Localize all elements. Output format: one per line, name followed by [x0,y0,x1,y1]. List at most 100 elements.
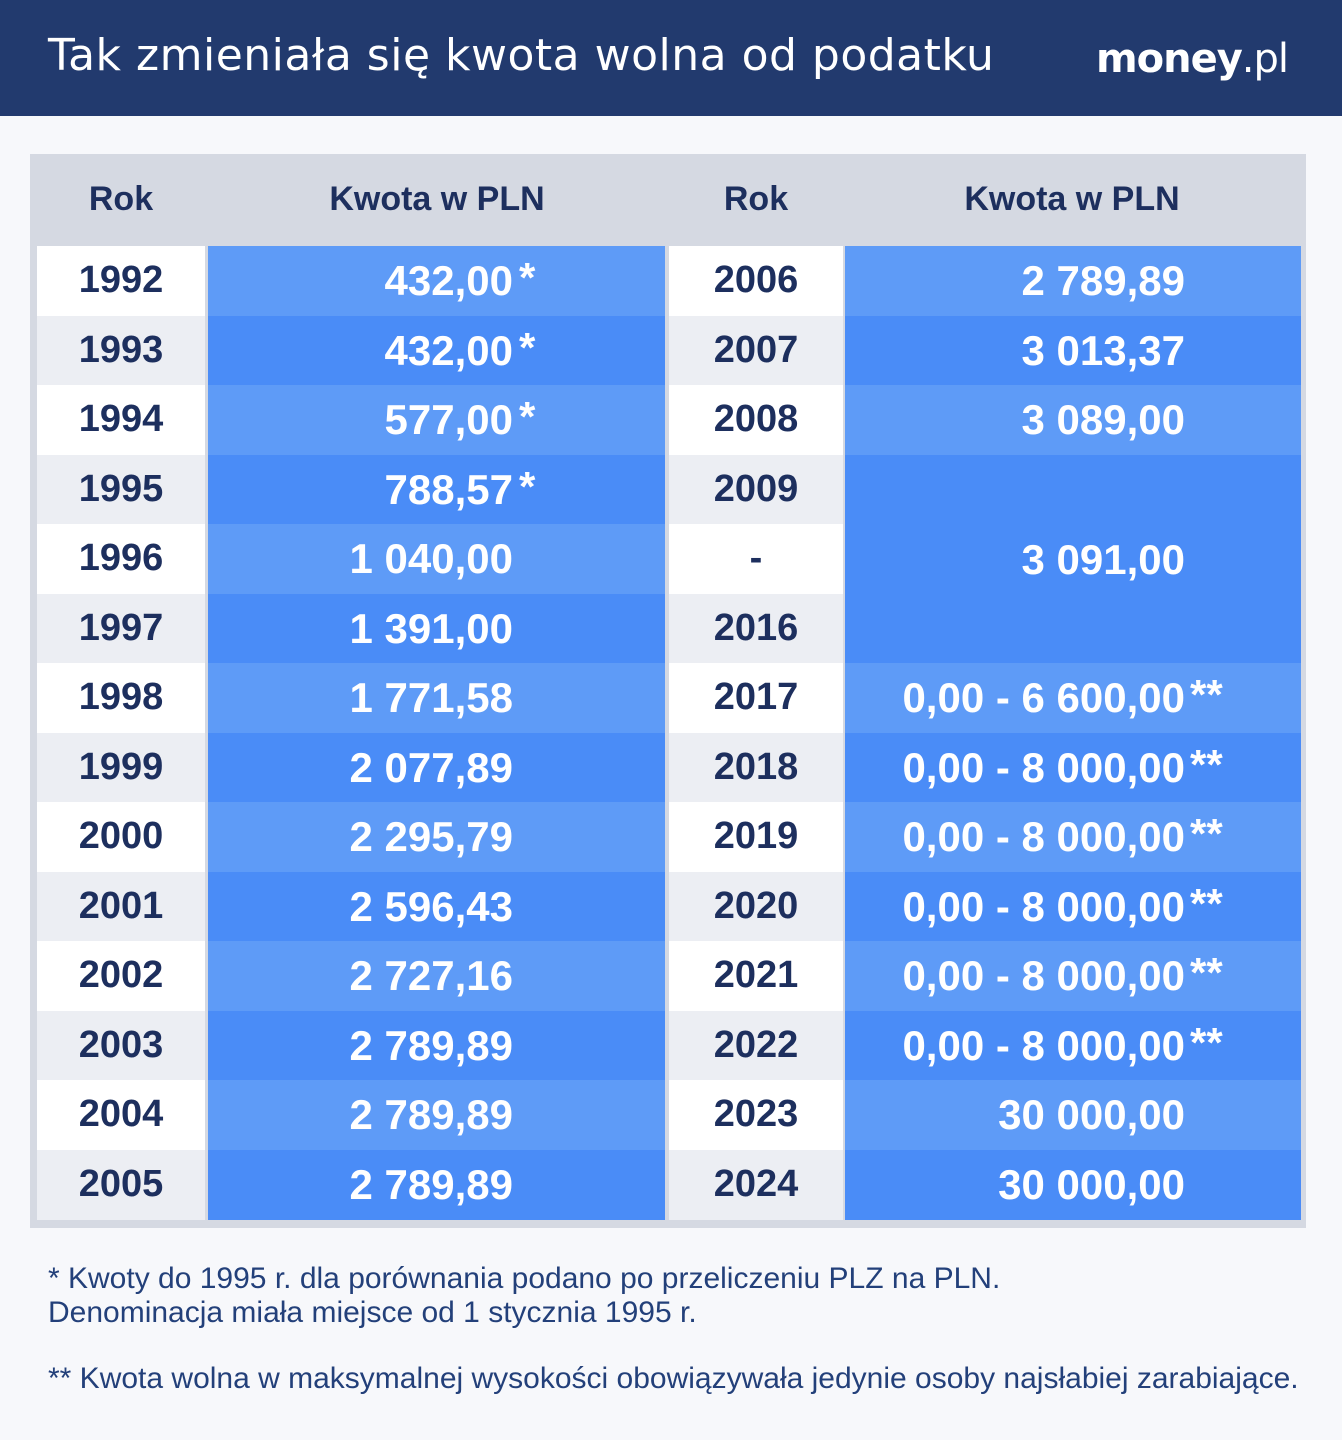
amount-cell: 788,57 * [208,454,665,525]
footnote-marker: * [519,323,536,371]
amount-cell: 577,00 * [208,385,665,455]
year-cell: 2021 [669,941,843,1011]
header-amount-right: Kwota w PLN [964,180,1180,218]
year-cell: 2002 [37,941,205,1011]
year-cell: 2023 [669,1080,843,1150]
amount-cell: 2 789,89 [208,1080,665,1150]
year-cell: 2017 [669,663,843,733]
year-cell: 1999 [37,732,205,803]
amount-value: 0,00 - 8 000,00 [902,882,1185,930]
amount-value: 2 295,79 [349,813,514,860]
amount-cell: 0,00 - 8 000,00 ** [845,871,1301,942]
year-cell: 1997 [37,593,205,664]
amount-cell: 30 000,00 [845,1149,1301,1220]
footnote-marker: * [519,393,536,440]
page-title: Tak zmieniała się kwota wolna od podatku [48,30,995,81]
amount-value: 0,00 - 8 000,00 [902,952,1185,999]
year-cell: 2016 [669,593,843,664]
amount-cell: 3 013,37 [845,315,1301,386]
amount-value: 432,00 [384,257,513,304]
amount-value: 2 789,89 [349,1160,514,1208]
year-cell: 2004 [37,1080,205,1150]
amount-value: 2 789,89 [349,1021,514,1069]
year-cell: 1995 [37,454,205,525]
amount-value: 2 727,16 [349,952,514,999]
amount-cell: 432,00 * [208,246,665,316]
year-cell: 2000 [37,802,205,872]
amount-cell: 1 391,00 [208,593,665,664]
footnote-2: ** Kwota wolna w maksymalnej wysokości o… [48,1362,1299,1395]
amount-cell: 3 089,00 [845,385,1301,455]
year-cell: 2007 [669,315,843,386]
header-amount-left: Kwota w PLN [329,180,545,218]
amount-cell: 3 091,00 [845,454,1301,664]
footnote-marker: ** [1190,740,1223,788]
amount-cell: 0,00 - 6 600,00 ** [845,663,1301,733]
amount-value: 2 596,43 [349,882,514,930]
year-cell: 2022 [669,1010,843,1081]
amount-cell: 0,00 - 8 000,00 ** [845,941,1301,1011]
footnote-marker: ** [1190,1018,1223,1066]
amount-value: 3 089,00 [1021,396,1186,443]
year-cell: 2024 [669,1149,843,1220]
year-cell: 2019 [669,802,843,872]
amount-value: 2 789,89 [1021,257,1186,304]
amount-value: 3 013,37 [1021,326,1186,374]
header-year-left: Rok [88,180,154,218]
year-cell: 1992 [37,246,205,316]
amount-cell: 0,00 - 8 000,00 ** [845,1010,1301,1081]
amount-value: 0,00 - 8 000,00 [902,743,1185,791]
year-cell: 2020 [669,871,843,942]
year-cell: 2006 [669,246,843,316]
amount-cell: 2 789,89 [208,1010,665,1081]
amount-cell: 432,00 * [208,315,665,386]
amount-cell: 0,00 - 8 000,00 ** [845,732,1301,803]
footnote-1-line-2: Denominacja miała miejsce od 1 stycznia … [48,1296,697,1329]
year-cell: - [669,524,843,594]
amount-value: 1 391,00 [349,604,514,652]
footnote-marker: * [519,462,536,510]
footnote-marker: * [519,254,536,301]
amount-value: 1 040,00 [349,535,514,582]
amount-value: 30 000,00 [998,1160,1185,1208]
footnote-marker: ** [1190,810,1223,857]
year-cell: 1996 [37,524,205,594]
amount-cell: 1 040,00 [208,524,665,594]
table-header: Rok Kwota w PLN Rok Kwota w PLN [30,154,1306,244]
amount-cell: 1 771,58 [208,663,665,733]
amount-cell: 2 596,43 [208,871,665,942]
amount-value: 30 000,00 [998,1091,1185,1138]
amount-value: 1 771,58 [349,674,514,721]
header-bar: Tak zmieniała się kwota wolna od podatku… [0,0,1342,116]
amount-cell: 0,00 - 8 000,00 ** [845,802,1301,872]
logo-suffix-text: .pl [1241,36,1289,82]
amount-cell: 30 000,00 [845,1080,1301,1150]
amount-cell: 2 789,89 [845,246,1301,316]
brand-logo: money.pl [1095,36,1289,82]
footnote-1-line-1: * Kwoty do 1995 r. dla porównania podano… [48,1262,1001,1295]
amount-value: 788,57 [384,465,513,513]
year-cell: 2008 [669,385,843,455]
year-cell: 1998 [37,663,205,733]
amount-value: 2 077,89 [349,743,514,791]
amount-value: 577,00 [384,396,513,443]
year-cell: 2009 [669,454,843,525]
year-cell: 2001 [37,871,205,942]
header-year-right: Rok [723,180,789,218]
year-cell: 2003 [37,1010,205,1081]
amount-value: 3 091,00 [1021,535,1186,583]
year-cell: 2005 [37,1149,205,1220]
footnote-marker: ** [1190,949,1223,996]
footnote-marker: ** [1190,879,1223,927]
amount-cell: 2 727,16 [208,941,665,1011]
amount-cell: 2 077,89 [208,732,665,803]
amount-value: 432,00 [384,326,513,374]
amount-value: 0,00 - 8 000,00 [902,1021,1185,1069]
year-cell: 2018 [669,732,843,803]
logo-main-text: money [1095,36,1243,82]
year-cell: 1993 [37,315,205,386]
footnote-marker: ** [1190,671,1223,718]
amount-value: 0,00 - 8 000,00 [902,813,1185,860]
amount-cell: 2 789,89 [208,1149,665,1220]
amount-value: 2 789,89 [349,1091,514,1138]
